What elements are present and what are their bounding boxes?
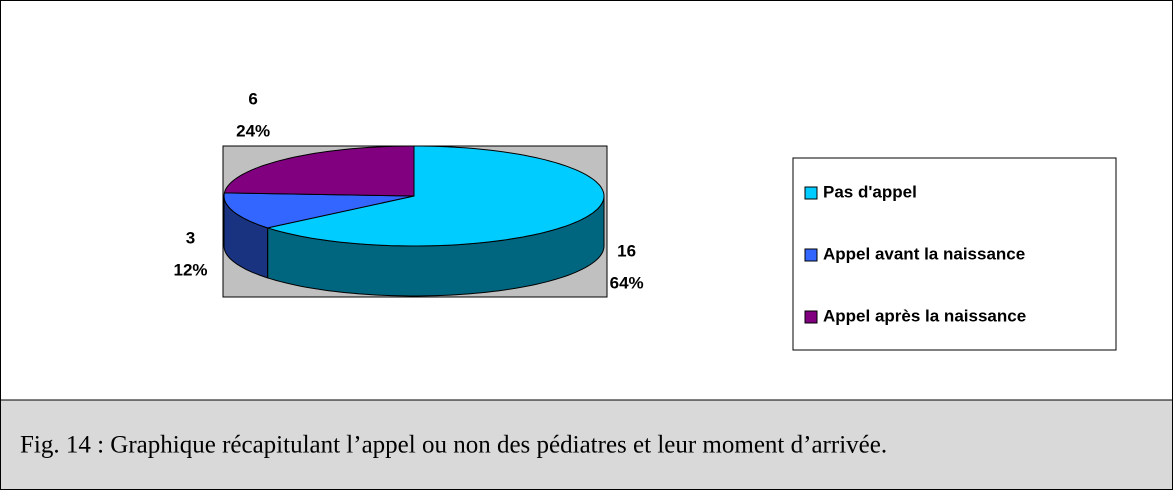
- legend-label: Appel avant la naissance: [823, 244, 1025, 263]
- percent-label: 24%: [236, 121, 270, 140]
- data-label: 6: [248, 89, 257, 108]
- percent-label: 64%: [610, 273, 644, 292]
- slice: [265, 145, 605, 247]
- data-label: 3: [186, 228, 195, 247]
- slice: [223, 145, 415, 197]
- data-label: 16: [617, 241, 636, 260]
- percent-label: 12%: [173, 260, 207, 279]
- legend-label: Pas d'appel: [823, 182, 917, 201]
- legend: [792, 157, 1117, 351]
- legend-swatch: [804, 248, 818, 262]
- legend-label: Appel après la naissance: [823, 306, 1026, 325]
- legend-swatch: [804, 186, 818, 200]
- legend-swatch: [804, 310, 818, 324]
- caption-box: [0, 399, 1173, 490]
- slice: [223, 192, 415, 229]
- caption: Fig. 14 : Graphique récapitulant l’appel…: [20, 432, 887, 459]
